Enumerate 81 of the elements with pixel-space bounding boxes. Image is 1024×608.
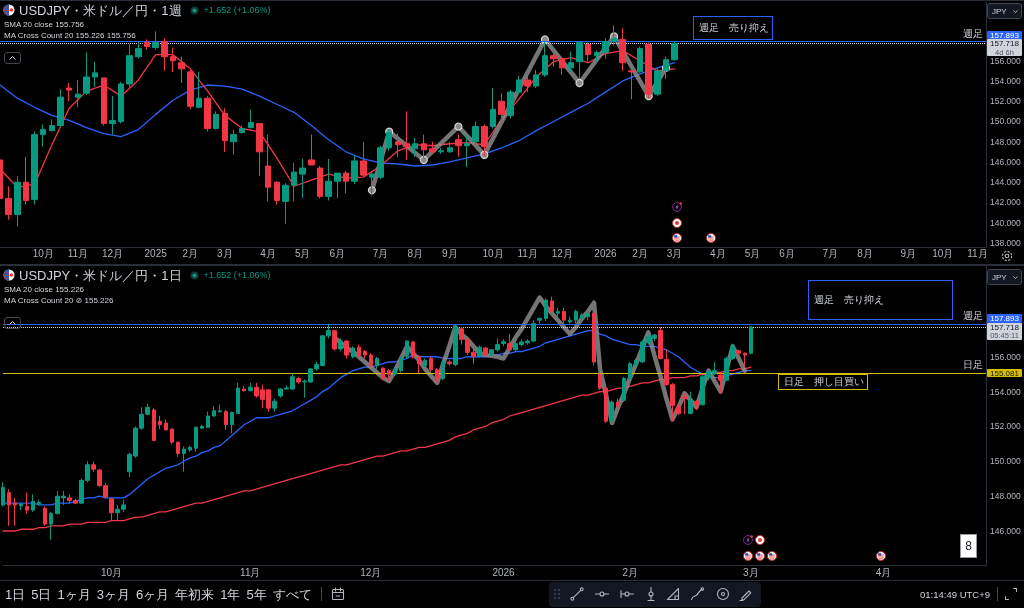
x-tick-label: 5月: [294, 247, 311, 259]
annotation: 8: [960, 534, 977, 558]
x-tick-label: 5月: [744, 247, 761, 259]
x-tick-label: 8月: [857, 247, 873, 259]
y-tick-label: 146.000: [990, 156, 1021, 167]
x-tick-label: 4月: [875, 566, 892, 578]
text: 1ヶ月: [57, 586, 91, 602]
x-tick-label: 9月: [441, 247, 458, 259]
x-tick-label: 8月: [407, 247, 423, 259]
ref-line-label: 日足: [963, 359, 983, 371]
text: 155.081: [987, 368, 1022, 378]
text: 6ヶ月: [135, 586, 170, 602]
y-tick-label: 140.000: [990, 217, 1021, 228]
y-tick-label: 150.000: [990, 116, 1021, 127]
text: 1日: [5, 586, 26, 602]
chart-subtitle: +1.652 (+1.06%): [203, 269, 271, 281]
currency-button: JPY: [987, 3, 1022, 19]
x-tick-label: 2025: [144, 247, 168, 259]
x-tick-label: 10月: [932, 247, 954, 259]
currency-button: JPY: [987, 269, 1022, 285]
y-tick-label: 152.000: [990, 421, 1021, 432]
x-tick-label: 12月: [101, 247, 123, 259]
y-tick-label: 156.000: [990, 351, 1021, 362]
y-tick-label: 146.000: [990, 526, 1021, 537]
text: 01:14:49 UTC+9: [920, 588, 990, 600]
annotation: 週足 売り抑え: [699, 22, 769, 34]
text: 5日: [31, 586, 52, 602]
x-tick-label: 3月: [217, 247, 233, 259]
x-tick-label: 3月: [743, 566, 759, 578]
text: 157.893: [987, 314, 1022, 324]
y-tick-label: 150.000: [990, 456, 1021, 467]
annotation: MA Cross Count 20 ⊘ 155.226: [4, 296, 114, 305]
x-tick-label: 2026: [594, 247, 617, 259]
x-tick-label: 7月: [822, 247, 839, 259]
x-tick-label: 10月: [32, 247, 54, 259]
x-tick-label: 6月: [779, 247, 795, 259]
y-tick-label: 142.000: [990, 197, 1021, 208]
text: 3ヶ月: [96, 586, 130, 602]
text: 1年: [220, 586, 241, 602]
x-tick-label: 4月: [260, 247, 276, 259]
y-tick-label: 152.000: [990, 96, 1021, 107]
x-tick-label: 3月: [666, 247, 683, 259]
x-tick-label: 12月: [551, 247, 573, 259]
text: 5年: [246, 586, 267, 602]
x-tick-label: 2月: [182, 247, 199, 259]
annotation: 週足 売り抑え: [814, 294, 884, 306]
x-tick-label: 11月: [240, 566, 261, 578]
text: 157.718: [989, 39, 1020, 49]
legend-label: 週足: [963, 310, 983, 322]
chart-subtitle: +1.652 (+1.06%): [203, 4, 271, 16]
text: 157.718: [989, 322, 1020, 332]
annotation: MA Cross Count 20 155.226 155.756: [4, 31, 136, 40]
y-tick-label: 144.000: [990, 177, 1021, 188]
x-tick-label: 11月: [967, 247, 988, 259]
x-tick-label: 7月: [372, 247, 389, 259]
x-tick-label: 4月: [710, 247, 726, 259]
chart-title: USDJPY・米ドル／円・1週: [19, 2, 182, 18]
ref-line-label: 週足: [963, 28, 983, 40]
text: すべて: [272, 586, 312, 602]
y-tick-label: 138.000: [990, 237, 1021, 248]
x-tick-label: 9月: [900, 247, 916, 259]
x-tick-label: 12月: [360, 566, 382, 578]
chart-title: USDJPY・米ドル／円・1日: [19, 267, 182, 283]
x-tick-label: 2月: [632, 247, 648, 259]
y-tick-label: 154.000: [990, 75, 1021, 86]
y-tick-label: 148.000: [990, 491, 1021, 502]
y-tick-label: 156.000: [990, 55, 1021, 66]
x-tick-label: 10月: [100, 566, 123, 578]
x-tick-label: 2026: [492, 566, 516, 578]
annotation: 日足 押し目買い: [784, 376, 864, 388]
x-tick-label: 11月: [67, 247, 89, 259]
annotation: SMA 20 close 155.756: [4, 19, 85, 29]
x-tick-label: 2月: [622, 566, 638, 578]
text: 年初来: [175, 586, 215, 602]
y-tick-label: 148.000: [990, 136, 1021, 147]
x-tick-label: 10月: [482, 247, 504, 259]
y-tick-label: 154.000: [990, 386, 1021, 397]
text: 157.893: [987, 30, 1022, 40]
x-tick-label: 11月: [517, 247, 538, 259]
annotation: SMA 20 close 155.226: [4, 284, 85, 294]
x-tick-label: 6月: [329, 247, 346, 259]
